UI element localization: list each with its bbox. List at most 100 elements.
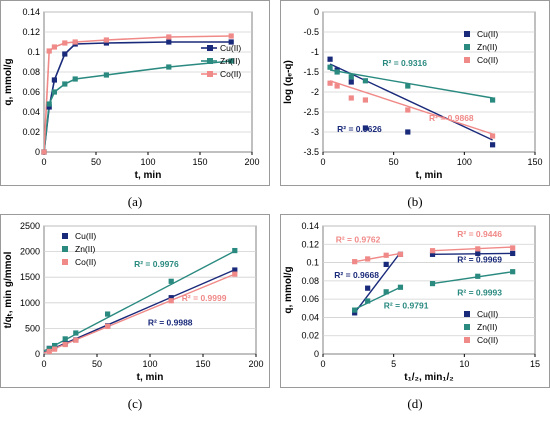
data-point-zn	[62, 81, 68, 87]
data-point-cu	[62, 51, 68, 57]
data-point-zn	[51, 89, 57, 95]
legend-label: Cu(II)	[75, 231, 96, 241]
trendline-zn	[354, 286, 401, 310]
y-tick-label: 0.08	[22, 67, 40, 77]
legend-label: Cu(II)	[220, 43, 241, 53]
panel-border	[0, 0, 270, 186]
data-point-zn	[72, 76, 78, 82]
data-point-cu	[510, 250, 516, 257]
data-point-zn	[429, 281, 436, 287]
x-tick-label: 0	[320, 157, 325, 167]
data-point-co	[166, 34, 172, 40]
data-point-co	[228, 33, 234, 39]
x-tick-label: 50	[92, 359, 102, 369]
data-point-zn	[46, 346, 52, 352]
data-point-cu	[103, 40, 109, 46]
trendline-cu	[354, 252, 402, 314]
data-point-cu	[168, 295, 174, 301]
legend-marker	[62, 233, 68, 239]
data-point-zn	[365, 298, 371, 304]
data-point-zn	[510, 269, 516, 275]
y-tick-label: 0.06	[301, 294, 319, 304]
data-point-zn	[334, 69, 340, 75]
trendline-zn	[329, 69, 493, 99]
data-point-co	[397, 251, 404, 257]
data-point-co	[490, 133, 496, 139]
data-point-cu	[490, 142, 496, 148]
trendline-cu	[329, 63, 493, 141]
r-squared-label: R² = 0.9626	[337, 124, 382, 134]
data-point-zn	[232, 247, 238, 254]
legend-marker	[464, 337, 470, 343]
data-point-co	[52, 346, 58, 352]
y-tick-label: -3	[311, 127, 319, 137]
y-tick-label: 0.06	[22, 87, 40, 97]
r-squared-label: R² = 0.9993	[457, 287, 502, 297]
data-point-co	[475, 246, 481, 252]
panel-caption: (a)	[128, 194, 142, 209]
y-axis-label: q, mmol/g	[3, 58, 14, 105]
legend-marker	[464, 57, 470, 63]
r-squared-label: R² = 0.9999	[182, 293, 227, 303]
y-axis-label: q, mmol/g	[283, 266, 294, 313]
data-point-co	[51, 44, 57, 50]
data-point-zn	[352, 307, 358, 313]
x-tick-label: 150	[195, 359, 210, 369]
data-point-co	[73, 337, 79, 343]
r-squared-label: R² = 0.9316	[382, 58, 427, 68]
data-point-cu	[46, 104, 52, 110]
x-tick-label: 100	[457, 157, 472, 167]
trendline-cu	[432, 252, 513, 256]
r-squared-label: R² = 0.9791	[384, 300, 429, 310]
chart-panel-a: 0 0.02 0.04 0.06 0.08 0.1 0.12 0.14 0 50 100 150 200…	[0, 0, 270, 186]
legend-label: Zn(II)	[220, 56, 240, 66]
legend-label: Cu(II)	[477, 29, 498, 39]
y-tick-label: 0.14	[301, 221, 319, 231]
legend-marker	[464, 311, 470, 317]
panel-caption: (b)	[407, 194, 422, 209]
legend: Cu(II) Zn(II) Co(II)	[464, 29, 498, 65]
data-point-zn	[52, 342, 58, 349]
panel-caption: (d)	[407, 396, 422, 411]
legend-marker	[464, 44, 470, 50]
data-point-zn	[383, 289, 389, 295]
y-tick-label: 0.1	[27, 47, 40, 57]
plot-area	[43, 11, 253, 153]
data-point-zn	[397, 284, 404, 290]
y-tick-label: 0.1	[306, 258, 319, 268]
data-point-cu	[365, 285, 371, 291]
data-point-zn	[348, 74, 354, 80]
data-point-cu	[232, 267, 238, 273]
data-point-co	[232, 271, 238, 277]
legend-marker	[62, 246, 68, 252]
y-tick-label: 0.04	[301, 312, 319, 322]
legend-label: Co(II)	[477, 335, 498, 345]
data-point-co	[72, 39, 78, 45]
y-tick-label: 0.14	[22, 7, 40, 17]
y-tick-label: 0	[35, 147, 40, 157]
data-point-cu	[362, 125, 368, 131]
y-tick-label: 500	[25, 323, 40, 333]
legend-marker	[464, 324, 470, 330]
data-point-cu	[348, 79, 354, 85]
trendline-co	[354, 252, 401, 263]
legend: Cu(II) Zn(II) Co(II)	[464, 309, 498, 345]
legend: Cu(II) Zn(II) Co(II)	[62, 231, 96, 267]
y-axis-label: t/qₜ, min g/mmol	[3, 251, 14, 328]
data-point-zn	[166, 64, 172, 70]
x-tick-label: 100	[140, 157, 155, 167]
y-tick-label: 0	[314, 7, 319, 17]
legend-label: Co(II)	[75, 257, 96, 267]
data-point-co	[105, 323, 111, 329]
data-point-co	[383, 252, 389, 258]
y-tick-label: 0.04	[22, 107, 40, 117]
data-point-cu	[383, 261, 389, 267]
data-point-co	[429, 248, 436, 254]
r-squared-label: R² = 0.9446	[457, 229, 502, 239]
data-point-zn	[490, 97, 496, 103]
x-tick-label: 0	[320, 359, 325, 369]
legend-label: Cu(II)	[477, 309, 498, 319]
data-point-co	[327, 80, 333, 86]
y-axis-label: log (qₑ-q)	[283, 60, 294, 104]
